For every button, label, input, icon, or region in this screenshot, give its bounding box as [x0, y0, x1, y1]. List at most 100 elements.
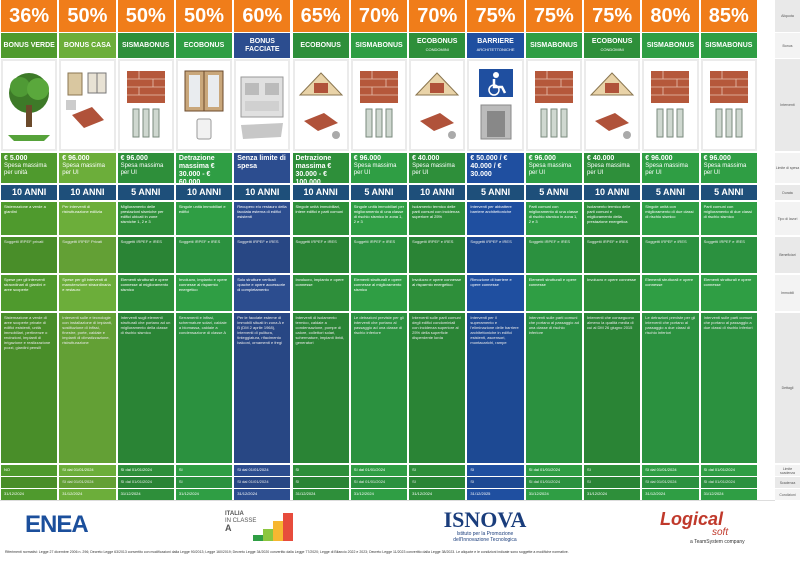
- detail-t4: Interventi sulle e tecnologie con instal…: [59, 313, 116, 463]
- detail-t5: SI: [467, 465, 524, 476]
- row-label: Interventi: [775, 59, 800, 151]
- bonus-subtitle: ARCHITETTONICHE: [476, 46, 515, 52]
- spending-limit-value: Senza limite di spesa: [237, 155, 286, 170]
- bonus-column: 75% SISMABONUS € 96.000 Spesa massima per U…: [525, 0, 583, 500]
- detail-t3: Solo strutture verticali opache e opere …: [234, 275, 291, 311]
- detail-t6: [1, 477, 58, 488]
- duration-years: 10 ANNI: [59, 185, 116, 200]
- row-label: Bonus: [775, 33, 800, 58]
- brick-wall-icon: [529, 65, 579, 145]
- detail-t7: 31/12/2024: [59, 489, 116, 500]
- spending-limit-note: Spesa massima per UI: [62, 163, 105, 176]
- detail-t3: Elementi strutturali e opere connesse: [525, 275, 582, 311]
- bonus-column: 50% BONUS CASA € 96.000 Spesa massima per U…: [58, 0, 116, 500]
- spending-limit: Detrazione massima € 30.000 - € 100.000: [292, 153, 349, 183]
- spending-limit-value: € 96.000: [645, 155, 673, 162]
- spending-limit: € 40.000 Spesa massima per UI: [584, 153, 641, 183]
- bonus-name: SISMABONUS: [642, 33, 699, 58]
- bonus-name-label: BONUS CASA: [63, 41, 111, 49]
- bonus-name-label: SISMABONUS: [122, 41, 170, 49]
- detail-t7: 31/12/2024: [117, 489, 174, 500]
- enea-logo: ENEA: [25, 511, 89, 538]
- detail-t3: Involucro, impianto e opere connesse al …: [175, 275, 233, 311]
- roof-window-icon: [587, 65, 637, 145]
- detail-t3: Involucro e opere connesse: [584, 275, 641, 311]
- aliquota-percentage: 36%: [1, 0, 58, 32]
- detail-t1: Parti comuni con miglioramento di una cl…: [525, 202, 582, 235]
- detail-t5: SI: [409, 465, 466, 476]
- bonus-name-label: ECOBONUS: [591, 37, 633, 45]
- detail-t6: SI dal 01/01/2024: [642, 477, 699, 488]
- detail-t7: 31/12/2024: [409, 489, 466, 500]
- tree-icon: [4, 65, 54, 145]
- bonus-name: ECOBONUS CONDOMINI: [584, 33, 641, 58]
- bonus-column: 60% BONUS FACCIATE Senza limite di spesa 10…: [233, 0, 291, 500]
- detail-t5: SI dal 01/01/2024: [59, 465, 116, 476]
- spending-limit: € 40.000 Spesa massima per UI: [409, 153, 466, 183]
- bonus-subtitle: CONDOMINI: [600, 46, 624, 52]
- intervention-image: [525, 59, 582, 151]
- duration-years: 5 ANNI: [117, 185, 174, 200]
- detail-t3: Elementi strutturali e opere connesse al…: [350, 275, 408, 311]
- bonus-column: 70% SISMABONUS € 96.000 Spesa massima per U…: [350, 0, 408, 500]
- spending-limit-note: Spesa massima per UI: [528, 163, 572, 176]
- detail-t1: Recupero e/o restauro della facciata est…: [234, 202, 291, 235]
- bonus-name: SISMABONUS: [525, 33, 582, 58]
- detail-t5: SI dal 01/01/2024: [700, 465, 757, 476]
- detail-t1: Singole unità con miglioramento di due c…: [642, 202, 699, 235]
- detail-t4: Le detrazioni previste per gli intervent…: [350, 313, 408, 463]
- detail-t7: 31/12/2024: [1, 489, 58, 500]
- spending-limit-value: € 40.000: [587, 155, 615, 162]
- logical-soft-logo: Logical soft a TeamSystem company: [660, 509, 745, 545]
- bonus-name: ECOBONUS: [292, 33, 349, 58]
- detail-t2: Soggetti IRPEF e IRES: [117, 237, 174, 273]
- bonus-name: BONUS VERDE: [1, 33, 58, 58]
- detail-t2: Soggetti IRPEF e IRES: [642, 237, 699, 273]
- row-label: Immobili: [775, 275, 800, 311]
- aliquota-percentage: 80%: [642, 0, 699, 32]
- footer: ENEA ITALIA IN CLASSE A ISNOVA Istituto …: [0, 500, 775, 571]
- bonus-name-label: BARRIERE: [477, 37, 514, 45]
- detail-t4: Interventi sugli elementi strutturali ch…: [117, 313, 174, 463]
- intervention-image: [700, 59, 757, 151]
- spending-limit: € 96.000 Spesa massima per UI: [59, 153, 116, 183]
- bonus-column: 50% ECOBONUS Detrazione massima € 30.000 -…: [175, 0, 233, 500]
- spending-limit-value: € 96.000: [120, 155, 148, 162]
- spending-limit: Detrazione massima € 30.000 - € 60.000: [175, 153, 233, 183]
- detail-t5: NO: [1, 465, 58, 476]
- wheelchair-icon: [471, 65, 521, 145]
- aliquota-percentage: 85%: [700, 0, 757, 32]
- spending-limit-value: € 40.000: [412, 155, 440, 162]
- spending-limit: € 96.000 Spesa massima per UI: [117, 153, 174, 183]
- brick-wall-icon: [121, 65, 171, 145]
- detail-t2: Soggetti IRPEF e IRES: [525, 237, 582, 273]
- spending-limit-value: Detrazione massima € 30.000 - € 60.000: [178, 155, 215, 183]
- bonus-column: 65% ECOBONUS Detrazione massima € 30.000 -…: [292, 0, 350, 500]
- detail-t1: Singole unità immobiliari, intere edific…: [292, 202, 349, 235]
- bonus-column: 50% SISMABONUS € 96.000 Spesa massima per U…: [117, 0, 175, 500]
- bonus-subtitle: CONDOMINI: [425, 46, 449, 52]
- row-label: Limite scadenza: [775, 465, 800, 476]
- row-label: Condizioni: [775, 489, 800, 500]
- duration-years: 5 ANNI: [525, 185, 582, 200]
- legal-references: Riferimenti normativi: Legge 27 dicembre…: [5, 550, 569, 554]
- aliquota-percentage: 75%: [467, 0, 524, 32]
- detail-t3: Elementi strutturali e opere connesse al…: [117, 275, 174, 311]
- detail-t3: Rimozione di barriere e opere connesse: [467, 275, 524, 311]
- spending-limit-note: Spesa massima per unità: [4, 163, 47, 176]
- bonus-name-label: BONUS FACCIATE: [245, 37, 280, 53]
- detail-t5: SI dal 01/01/2024: [350, 465, 408, 476]
- spending-limit-value: € 96.000: [62, 155, 90, 162]
- bonus-name: SISMABONUS: [350, 33, 408, 58]
- detail-t1: Isolamento termico delle parti comuni co…: [409, 202, 466, 235]
- aliquota-percentage: 60%: [234, 0, 291, 32]
- duration-years: 5 ANNI: [700, 185, 757, 200]
- bonus-name-label: BONUS VERDE: [3, 41, 55, 49]
- row-label: Dettagli: [775, 313, 800, 463]
- intervention-image: [642, 59, 699, 151]
- detail-t4: Interventi che conseguono almeno la qual…: [584, 313, 641, 463]
- duration-years: 5 ANNI: [467, 185, 524, 200]
- intervention-image: [292, 59, 349, 151]
- bonus-name: SISMABONUS: [117, 33, 174, 58]
- facade-icon: [237, 65, 287, 145]
